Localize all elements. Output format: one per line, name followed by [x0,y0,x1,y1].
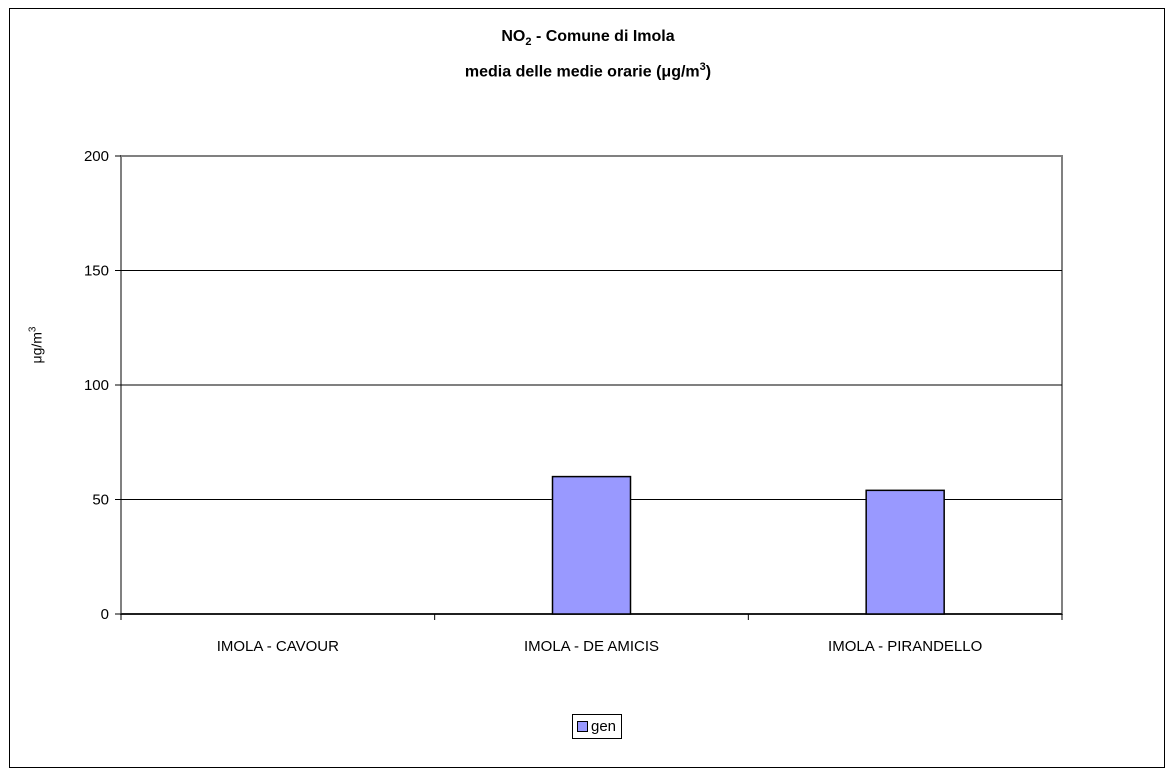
y-tick-label: 150 [84,263,109,280]
chart-frame [9,8,1165,768]
legend-label: gen [591,718,617,735]
x-tick-label: IMOLA - DE AMICIS [524,638,659,655]
legend-swatch [577,721,588,732]
chart-title: NO2 - Comune di Imola [501,28,675,49]
y-tick-label: 100 [84,377,109,394]
chart-subtitle: media delle medie orarie (μg/m3) [464,61,712,81]
bar [865,489,945,615]
x-tick-label: IMOLA - CAVOUR [217,638,339,655]
bar [551,475,632,615]
y-tick-label: 0 [101,606,109,623]
legend: gen [572,714,623,739]
y-tick-label: 50 [92,492,109,509]
x-tick-label: IMOLA - PIRANDELLO [828,638,982,655]
y-tick-label: 200 [84,148,109,165]
